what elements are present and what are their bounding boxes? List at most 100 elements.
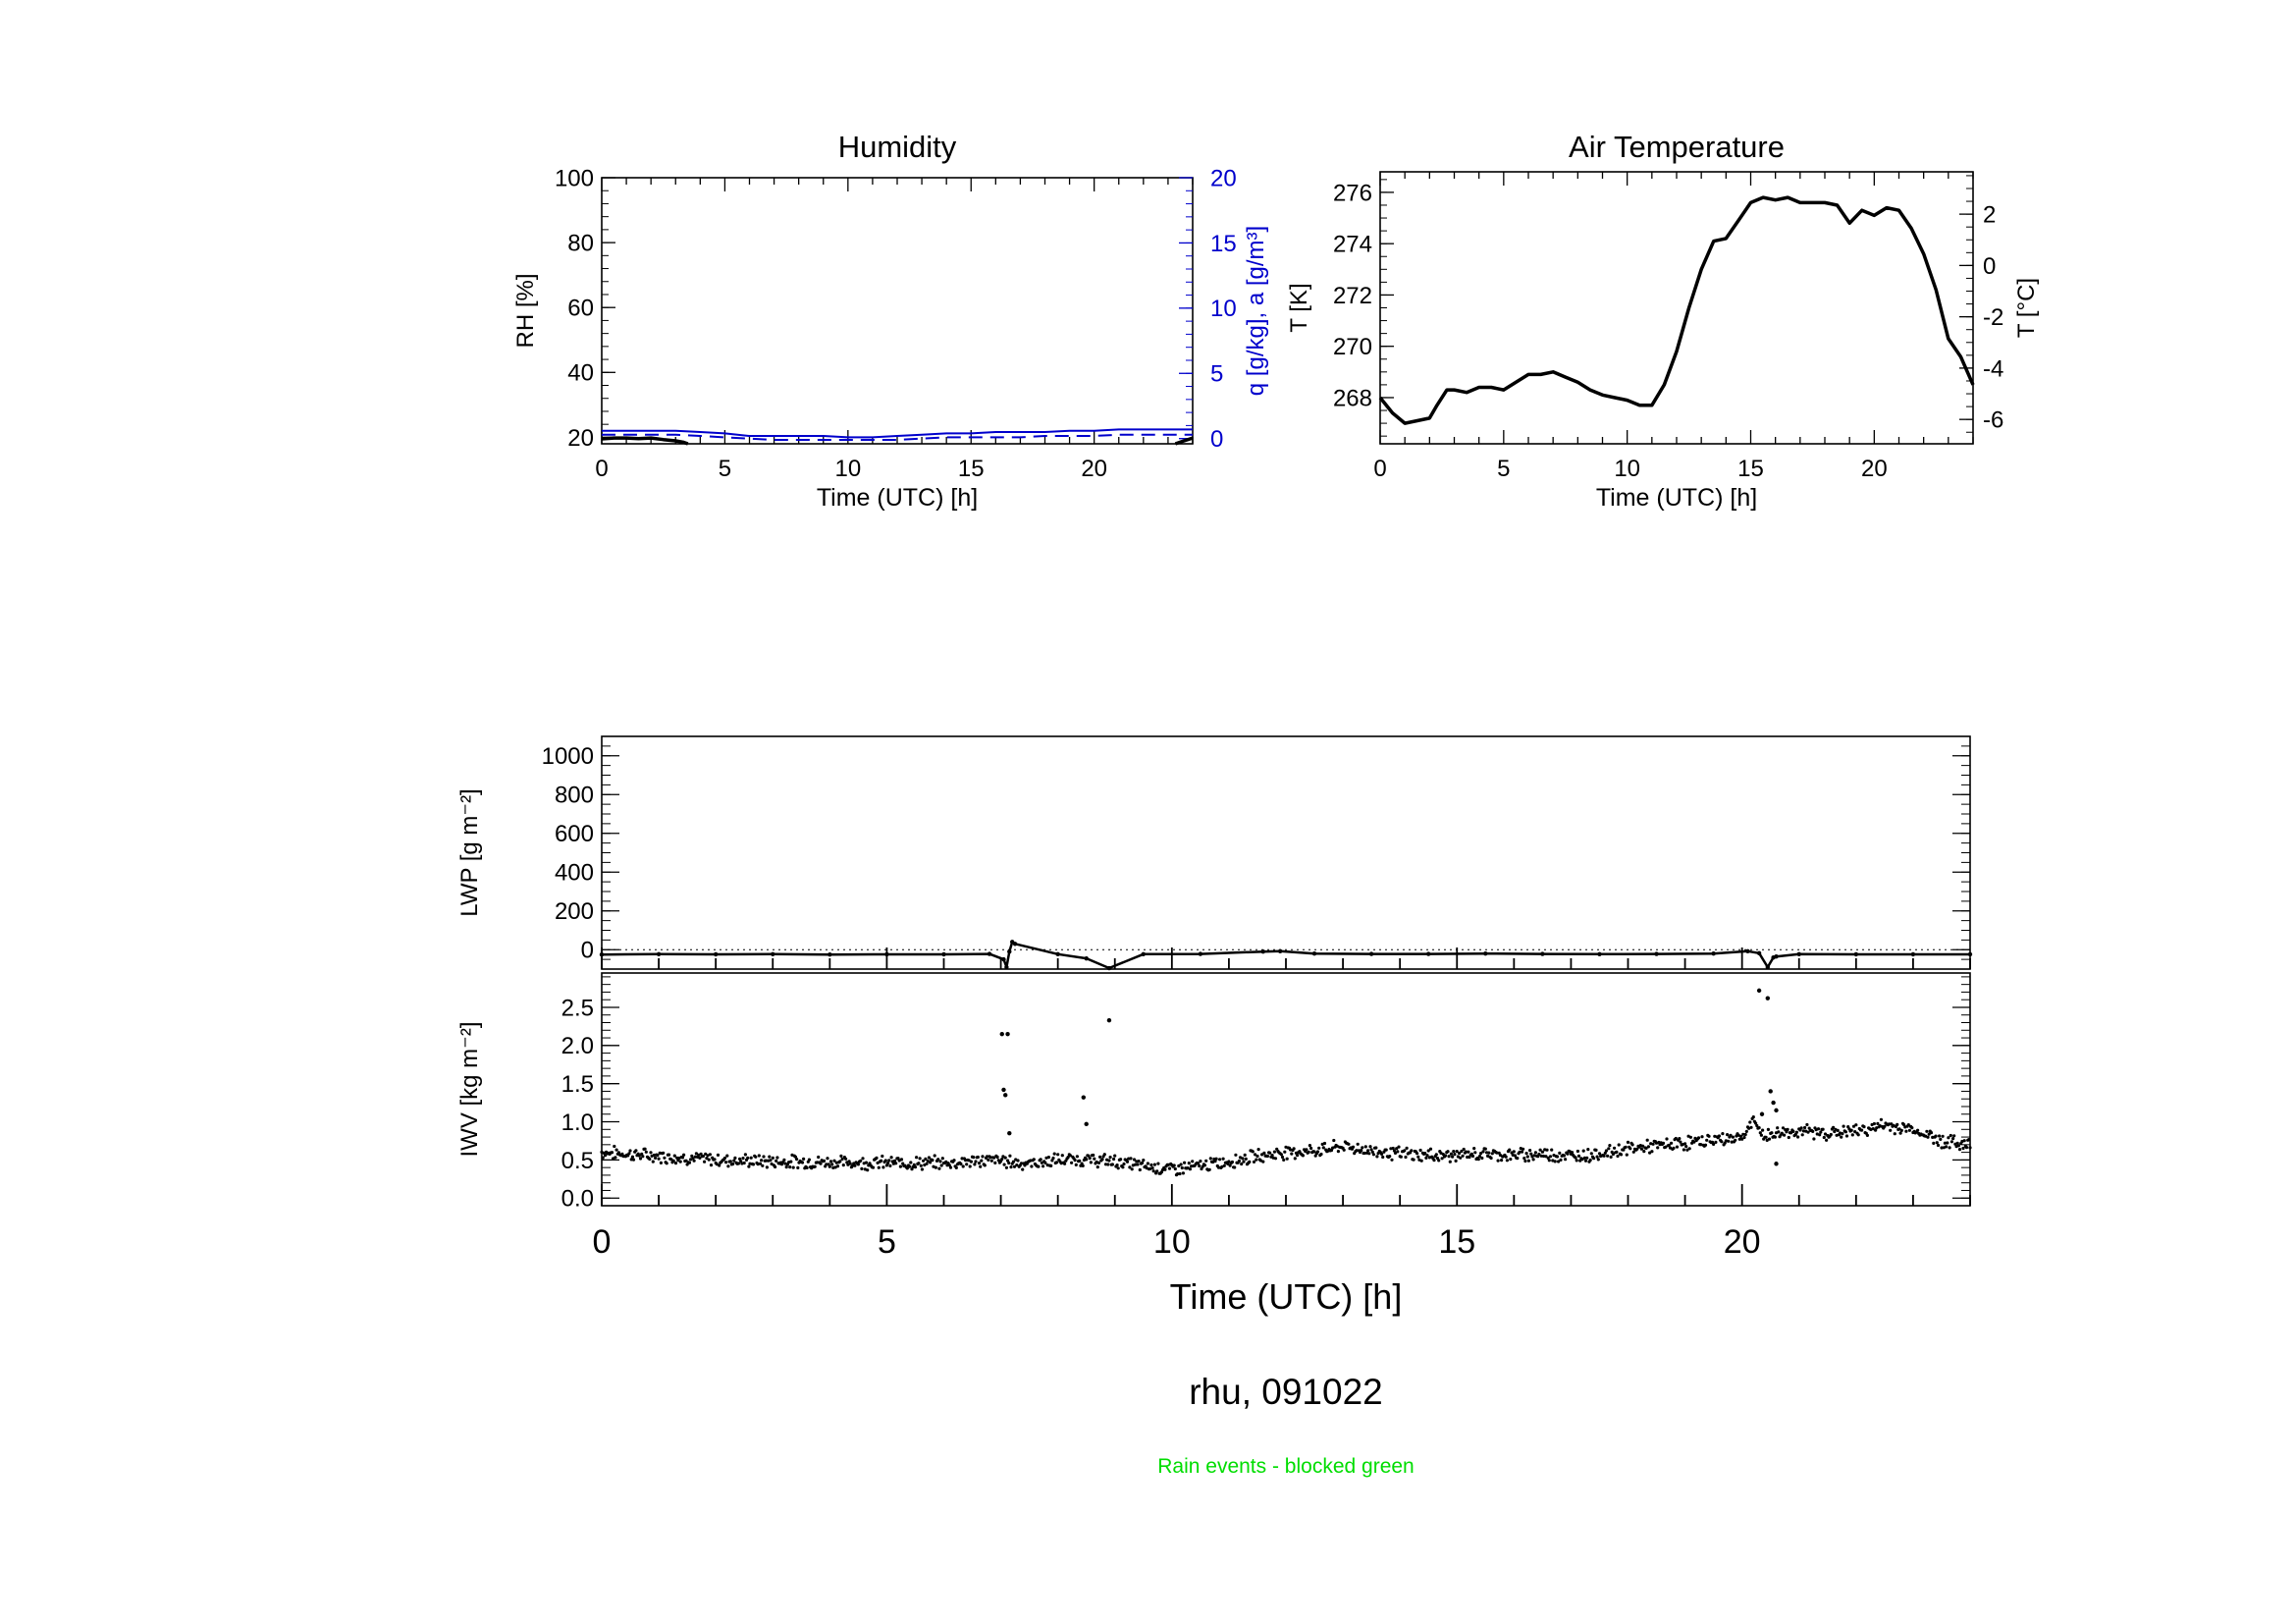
iwv-point [1803, 1125, 1807, 1130]
iwv-point [1675, 1145, 1680, 1149]
iwv-point [1576, 1154, 1581, 1158]
iwv-point [722, 1156, 727, 1161]
iwv-point [1002, 1163, 1006, 1166]
iwv-point [673, 1162, 678, 1165]
iwv-point [892, 1159, 897, 1163]
iwv-point [1823, 1132, 1828, 1136]
lwp-point [828, 951, 832, 957]
iwv-point [1004, 1165, 1008, 1169]
iwv-point [1270, 1154, 1274, 1158]
iwv-point [965, 1163, 969, 1166]
iwv-point [1176, 1172, 1180, 1176]
lwp-point [1967, 951, 1973, 957]
iwv-point [657, 1157, 661, 1161]
iwv-point [981, 1155, 985, 1159]
iwv-point [1943, 1141, 1947, 1145]
iwv-point [1496, 1159, 1500, 1163]
iwv-point [1520, 1150, 1524, 1154]
iwv-point [1661, 1141, 1666, 1145]
iwv-point [1941, 1134, 1945, 1138]
iwv-point [1309, 1146, 1313, 1151]
iwv-point [1044, 1156, 1048, 1160]
y-tick-label: 400 [555, 860, 594, 887]
iwv-point [913, 1165, 918, 1169]
iwv-point [1851, 1124, 1856, 1128]
iwv-point [1050, 1159, 1054, 1163]
iwv-point [1818, 1133, 1822, 1137]
iwv-point [1805, 1122, 1809, 1127]
iwv-point [983, 1163, 987, 1167]
iwv-point [1842, 1124, 1845, 1128]
iwv-point [1586, 1148, 1590, 1152]
iwv-point [644, 1150, 648, 1154]
lwp-point [1774, 953, 1779, 959]
iwv-point [1285, 1157, 1289, 1161]
iwv-point [1540, 1150, 1544, 1154]
iwv-point [1749, 1125, 1753, 1129]
iwv-point [669, 1158, 673, 1162]
iwv-point [641, 1155, 645, 1159]
iwv-point [1603, 1151, 1607, 1155]
iwv-point [1292, 1147, 1296, 1151]
iwv-point [1794, 1130, 1798, 1134]
iwv-point [1040, 1161, 1043, 1164]
iwv-point [1455, 1150, 1459, 1154]
iwv-point [749, 1156, 753, 1160]
iwv-point [1132, 1158, 1137, 1162]
iwv-point [724, 1161, 728, 1164]
iwv-point [1639, 1147, 1643, 1151]
iwv-point [1811, 1129, 1815, 1133]
iwv-point [1108, 1156, 1112, 1160]
iwv-point [1705, 1138, 1709, 1142]
iwv-point [1947, 1136, 1950, 1140]
iwv-point [1315, 1150, 1320, 1154]
iwv-point [920, 1167, 925, 1171]
iwv-point [1075, 1155, 1079, 1159]
iwv-point [1648, 1151, 1652, 1155]
iwv-point [706, 1154, 710, 1158]
iwv-point [1619, 1153, 1624, 1157]
iwv-point [1191, 1160, 1195, 1163]
iwv-point [889, 1156, 893, 1160]
iwv-point [774, 1164, 777, 1169]
series-line-a [602, 433, 1193, 441]
iwv-point [1449, 1152, 1453, 1156]
iwv-outlier [1081, 1095, 1087, 1100]
iwv-point [1011, 1160, 1015, 1163]
iwv-point [1613, 1146, 1617, 1150]
iwv-point [1472, 1147, 1476, 1151]
iwv-point [1444, 1154, 1448, 1158]
iwv-point [1876, 1121, 1880, 1125]
iwv-point [864, 1161, 869, 1164]
iwv-point [1198, 1163, 1201, 1168]
iwv-point [1221, 1157, 1225, 1161]
iwv-point [1233, 1165, 1237, 1169]
iwv-point [1907, 1128, 1911, 1132]
iwv-point [1125, 1160, 1130, 1163]
iwv-point [1545, 1148, 1549, 1152]
iwv-point [1418, 1148, 1422, 1153]
iwv-point [782, 1158, 786, 1162]
iwv-point [1629, 1147, 1632, 1151]
lwp-point [1311, 951, 1317, 956]
iwv-point [1766, 1127, 1770, 1131]
iwv-point [828, 1164, 831, 1168]
iwv-point [1052, 1152, 1056, 1156]
iwv-point [1447, 1155, 1451, 1159]
iwv-point [715, 1163, 719, 1166]
iwv-point [915, 1156, 919, 1160]
iwv-point [1887, 1122, 1892, 1126]
iwv-point [1008, 1154, 1012, 1158]
iwv-point [1023, 1163, 1027, 1167]
iwv-point [1155, 1169, 1159, 1173]
iwv-point [1949, 1140, 1953, 1144]
iwv-point [1107, 1159, 1111, 1163]
y-axis-title: LWP [g m⁻²] [456, 788, 483, 916]
iwv-point [1726, 1133, 1730, 1137]
iwv-point [1822, 1135, 1826, 1140]
iwv-point [1141, 1161, 1145, 1164]
iwv-point [1362, 1151, 1366, 1156]
iwv-point [1498, 1153, 1502, 1158]
y-tick-label: 100 [555, 165, 594, 191]
y-tick-label: 276 [1333, 180, 1372, 206]
